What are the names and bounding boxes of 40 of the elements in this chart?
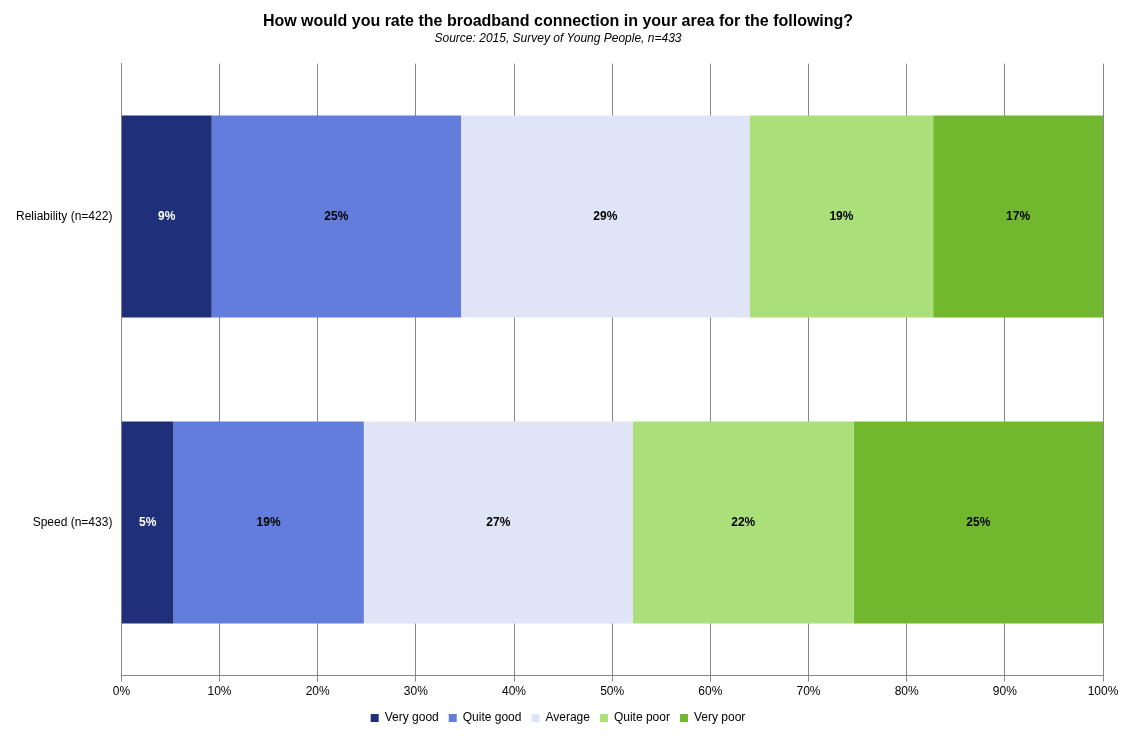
bar (853, 421, 1103, 624)
x-tick-label: 0% (112, 684, 131, 699)
data-label: 19% (256, 514, 281, 529)
legend-label: Very poor (693, 710, 746, 725)
x-tick-label: 90% (992, 684, 1018, 699)
data-label: 5% (138, 514, 157, 529)
x-tick-label: 60% (698, 684, 723, 699)
legend-label: Quite good (462, 710, 522, 725)
x-tick-label: 40% (502, 684, 527, 699)
y-tick-label: Reliability (n=422) (15, 208, 113, 223)
data-label: 17% (1006, 208, 1031, 223)
x-tick-label: 100% (1087, 684, 1119, 699)
bar (211, 115, 462, 318)
legend-label: Very good (384, 710, 439, 725)
x-tick-label: 50% (600, 684, 625, 699)
bar (363, 421, 633, 624)
bar (121, 115, 212, 318)
legend-label: Average (545, 710, 591, 725)
bar (173, 421, 364, 624)
x-tick-label: 30% (403, 684, 429, 699)
data-label: 19% (829, 208, 854, 223)
x-tick-label: 80% (894, 684, 920, 699)
y-tick-label: Speed (n=433) (32, 514, 113, 529)
bar (749, 115, 934, 318)
data-label: 27% (486, 514, 511, 529)
data-label: 9% (158, 208, 176, 223)
x-tick-label: 70% (796, 684, 821, 699)
data-label: 25% (966, 514, 991, 529)
data-label: 29% (593, 208, 618, 223)
data-label: 22% (731, 514, 756, 529)
chart-title: How would you rate the broadband connection in your area for the following? (262, 12, 854, 30)
chart-subtitle: Source: 2015, Survey of Young People, n=433 (434, 30, 682, 45)
bar (632, 421, 854, 624)
bar (121, 421, 174, 624)
x-tick-label: 20% (305, 684, 331, 699)
legend-label: Quite poor (613, 710, 670, 725)
bar (933, 115, 1103, 318)
bar (461, 115, 750, 318)
data-label: 25% (324, 208, 349, 223)
x-tick-label: 10% (207, 684, 232, 699)
